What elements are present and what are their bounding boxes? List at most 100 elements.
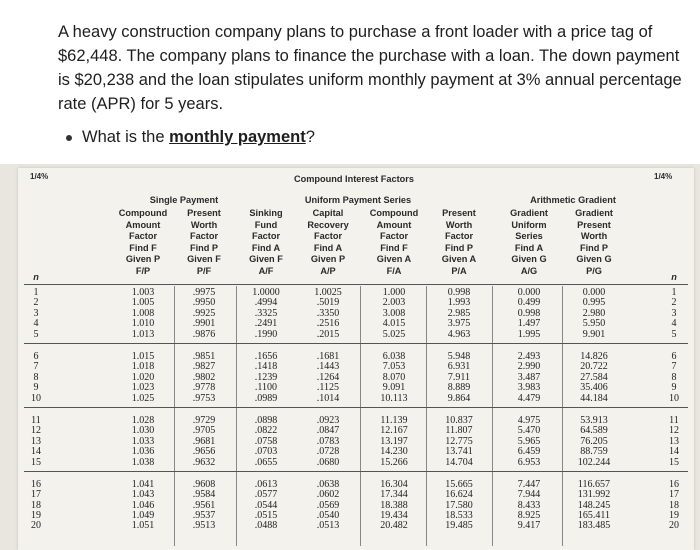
- table-cell: 3.008: [382, 307, 406, 319]
- table-cell: 9.864: [447, 392, 471, 404]
- table-cell: .1264: [316, 371, 340, 383]
- table-cell: 20.482: [380, 520, 408, 532]
- column-header-line: Given G: [511, 254, 547, 264]
- n-header-left: n: [33, 272, 39, 282]
- column-header-line: Uniform: [511, 219, 547, 230]
- table-cell: .9975: [192, 287, 216, 298]
- table-cell: 14.826: [580, 350, 608, 362]
- row-n-left: 3: [33, 307, 39, 319]
- table-cell: 5.965: [517, 435, 541, 447]
- column-header-line: Given P: [125, 254, 161, 264]
- table-cell: 5.948: [447, 350, 471, 362]
- column-divider: [562, 286, 563, 546]
- table-cell: .1443: [316, 361, 340, 373]
- column-header-line: Gradient: [575, 208, 613, 218]
- column-header-line: Capital: [312, 208, 344, 218]
- bullet-emphasis: monthly payment: [169, 128, 306, 146]
- row-n-right: 18: [669, 499, 679, 511]
- table-cell: .0515: [254, 510, 278, 522]
- column-header-line: Compound: [118, 208, 168, 218]
- column-header-line: Find P: [444, 242, 474, 253]
- table-cell: 12.167: [380, 425, 408, 437]
- column-header-line: P/G: [586, 265, 602, 276]
- column-header-line: Find F: [129, 242, 157, 253]
- table-cell: 0.998: [517, 307, 541, 319]
- table-cell: .9827: [192, 361, 216, 373]
- table-cell: 14.230: [380, 446, 408, 458]
- column-header-line: Find A: [514, 242, 544, 253]
- column-header-line: Amount: [125, 219, 161, 230]
- row-n-left: 13: [31, 435, 41, 447]
- column-header-line: P/F: [196, 265, 212, 276]
- group-rule: [24, 343, 688, 344]
- question-bullet: What is the monthly payment?: [66, 128, 315, 147]
- table-cell: .0638: [316, 478, 340, 490]
- table-cell: 1.046: [131, 499, 155, 511]
- table-cell: 1.995: [517, 328, 541, 340]
- table-cell: 8.070: [382, 371, 406, 383]
- table-cell: .9802: [192, 371, 216, 383]
- table-cell: 1.015: [131, 350, 155, 362]
- table-cell: 6.038: [382, 350, 406, 362]
- table-cell: 1.020: [131, 371, 155, 383]
- table-cell: 53.913: [580, 414, 608, 426]
- row-n-left: 15: [31, 456, 41, 468]
- table-cell: 8.433: [517, 499, 541, 511]
- table-cell: 0.995: [582, 297, 606, 309]
- column-header-line: Factor: [128, 231, 158, 241]
- table-cell: 6.931: [447, 361, 471, 373]
- question-paragraph: A heavy construction company plans to pu…: [58, 23, 682, 113]
- table-cell: .1656: [254, 350, 278, 362]
- row-n-right: 19: [669, 510, 679, 522]
- table-cell: 4.479: [517, 392, 541, 404]
- table-cell: 102.244: [577, 456, 611, 468]
- table-cell: 20.722: [580, 361, 608, 373]
- table-cell: 10.837: [445, 414, 473, 426]
- table-cell: 12.775: [445, 435, 473, 447]
- column-header-line: A/P: [320, 265, 336, 276]
- column-header-line: Given P: [310, 254, 346, 264]
- table-cell: .9778: [192, 382, 216, 394]
- table-cell: .2516: [316, 318, 340, 330]
- table-cell: 2.003: [382, 297, 406, 309]
- table-cell: 4.015: [382, 318, 406, 330]
- table-cell: 3.975: [447, 318, 471, 330]
- column-header-line: Find A: [251, 242, 281, 253]
- table-cell: .1125: [316, 382, 340, 394]
- column-header-line: Factor: [189, 231, 219, 241]
- table-cell: 8.889: [447, 382, 471, 394]
- table-cell: .9950: [192, 297, 216, 309]
- table-cell: .1681: [316, 350, 340, 362]
- column-header-line: Given G: [576, 254, 612, 264]
- table-cell: .0758: [254, 435, 278, 447]
- table-cell: 11.139: [380, 414, 408, 426]
- table-cell: 17.580: [445, 499, 473, 511]
- table-title: Compound Interest Factors: [294, 174, 414, 184]
- table-cell: 7.911: [447, 371, 471, 383]
- column-header-line: Present: [577, 219, 611, 230]
- table-cell: .0847: [316, 425, 340, 437]
- table-cell: 19.434: [380, 510, 408, 522]
- table-cell: .0822: [254, 425, 278, 437]
- table-cell: 4.975: [517, 414, 541, 426]
- column-header-line: Present: [187, 208, 221, 218]
- table-cell: 1.036: [131, 446, 155, 458]
- table-cell: 18.533: [445, 510, 473, 522]
- row-n-left: 11: [31, 414, 41, 426]
- table-cell: 6.459: [517, 446, 541, 458]
- table-cell: .0613: [254, 478, 278, 490]
- table-cell: 165.411: [577, 510, 611, 522]
- table-cell: .0569: [316, 499, 340, 511]
- column-header-line: Series: [515, 231, 543, 241]
- table-cell: 35.406: [580, 382, 608, 394]
- table-cell: 183.485: [577, 520, 611, 532]
- table-cell: 7.053: [382, 361, 406, 373]
- row-n-left: 1: [33, 287, 39, 298]
- table-cell: .0540: [316, 510, 340, 522]
- table-cell: .9632: [192, 456, 216, 468]
- table-cell: 5.470: [517, 425, 541, 437]
- row-n-left: 5: [33, 328, 39, 340]
- row-n-right: 5: [671, 328, 677, 340]
- table-cell: 1.023: [131, 382, 155, 394]
- table-cell: 9.417: [517, 520, 541, 532]
